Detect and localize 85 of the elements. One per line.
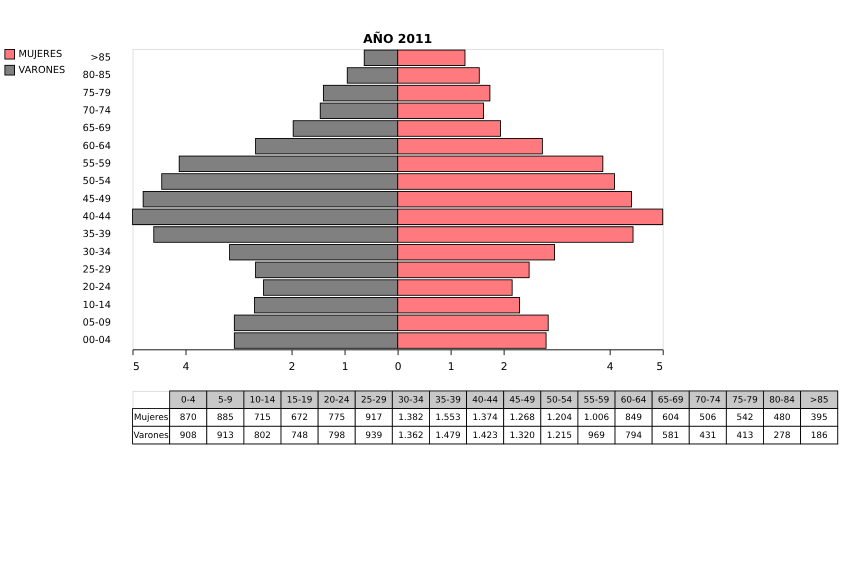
data-label: 604 (662, 413, 680, 424)
y-tick-label: 00-04 (82, 335, 111, 346)
data-label: 480 (774, 413, 791, 424)
category-label: >85 (810, 395, 828, 406)
data-label: 870 (180, 413, 198, 424)
y-tick-label: 65-69 (82, 123, 111, 134)
data-label: 1.479 (435, 430, 461, 441)
data-label: 413 (736, 430, 754, 441)
data-label: 581 (662, 430, 680, 441)
category-label: 0-4 (181, 395, 196, 406)
category-label: 55-59 (584, 395, 610, 406)
data-label: 917 (365, 413, 382, 424)
y-tick-label: 80-85 (82, 70, 111, 82)
data-label: 885 (216, 413, 234, 424)
data-label: 278 (774, 430, 791, 441)
category-label: 50-54 (546, 395, 573, 406)
x-tick-label: 0 (394, 361, 402, 374)
data-label: 672 (291, 413, 308, 424)
category-label: 40-44 (472, 395, 498, 406)
data-label: 1.362 (398, 430, 424, 441)
y-tick-label: 35-39 (82, 229, 111, 240)
data-label: 1.204 (546, 413, 572, 424)
series-label: Mujeres (134, 413, 169, 424)
chart-title: AÑO 2011 (363, 30, 432, 46)
category-label: 45-49 (509, 395, 536, 406)
data-label: 775 (328, 413, 346, 424)
x-tick-label: 2 (288, 361, 296, 374)
category-label: 75-79 (732, 395, 758, 406)
data-label: 798 (328, 430, 346, 441)
y-tick-label: >85 (90, 52, 111, 64)
data-label: 913 (216, 430, 234, 441)
data-label: 969 (588, 430, 605, 441)
category-label: 70-74 (694, 395, 722, 406)
x-tick-label: 5 (132, 361, 140, 374)
y-tick-label: 05-09 (82, 318, 111, 329)
data-label: 186 (810, 430, 828, 441)
y-tick-label: 50-54 (82, 176, 111, 188)
data-label: 506 (699, 413, 717, 424)
category-label: 15-19 (286, 395, 312, 406)
data-label: 1.215 (546, 430, 572, 441)
y-tick-label: 25-29 (82, 264, 111, 276)
y-tick-label: 30-34 (82, 246, 111, 258)
legend-label: Varones (133, 430, 170, 441)
data-label: 1.553 (435, 413, 461, 424)
x-tick-label: 4 (606, 361, 614, 374)
category-label: 5-9 (218, 395, 233, 406)
y-tick-label: 45-49 (82, 194, 111, 205)
y-tick-label: 55-59 (82, 158, 111, 170)
y-tick-label: 20-24 (82, 282, 111, 294)
data-label: 1.374 (472, 413, 498, 424)
x-tick-label: 4 (182, 361, 190, 374)
category-label: 35-39 (435, 395, 461, 406)
data-label: 939 (365, 430, 382, 441)
category-label: 60-64 (620, 395, 647, 406)
category-label: 65-69 (658, 395, 684, 406)
x-tick-label: 2 (500, 361, 508, 374)
data-label: 395 (810, 413, 828, 424)
x-tick-label: 5 (656, 361, 664, 374)
category-label: 10-14 (250, 395, 276, 406)
data-label: 1.268 (510, 413, 536, 424)
data-label: 748 (291, 430, 308, 441)
category-label: 80-84 (769, 395, 796, 406)
data-label: 542 (736, 413, 754, 424)
data-label: 794 (625, 430, 642, 441)
category-label: 30-34 (398, 395, 424, 406)
data-label: 1.382 (398, 413, 424, 424)
data-label: 1.006 (584, 413, 610, 424)
y-tick-label: 75-79 (82, 88, 111, 99)
data-label: 1.320 (510, 430, 536, 441)
category-label: 20-24 (324, 395, 350, 406)
y-tick-label: 40-44 (82, 212, 111, 222)
x-tick-label: 1 (448, 361, 454, 374)
legend-label: VARONES (18, 64, 66, 76)
category-label: 25-29 (360, 395, 387, 406)
data-label: 431 (699, 430, 716, 441)
y-tick-label: 10-14 (82, 300, 111, 311)
data-label: 849 (625, 413, 642, 424)
data-label: 1.423 (472, 430, 498, 441)
x-tick-label: 1 (342, 361, 348, 374)
legend-label: MUJERES (18, 48, 62, 60)
y-tick-label: 60-64 (82, 140, 111, 152)
data-label: 802 (254, 430, 271, 441)
data-label: 908 (180, 430, 198, 441)
y-tick-label: 70-74 (82, 105, 111, 116)
data-label: 715 (254, 413, 271, 424)
